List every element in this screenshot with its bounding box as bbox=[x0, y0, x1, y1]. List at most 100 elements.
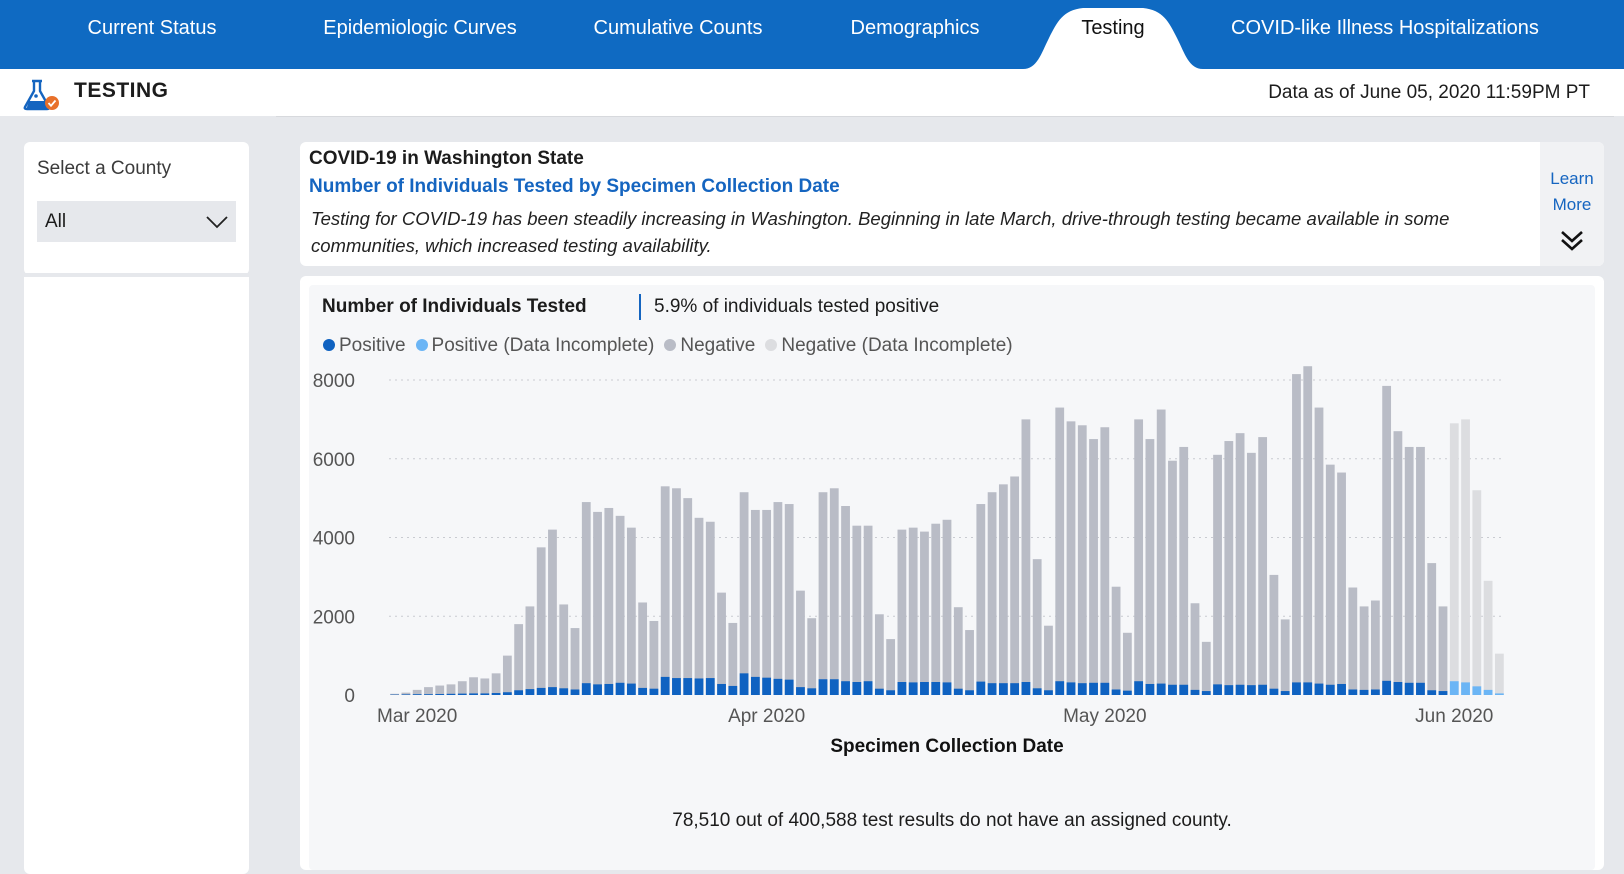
bar-negative bbox=[1224, 441, 1233, 695]
bar-positive bbox=[650, 689, 659, 695]
bar-negative bbox=[740, 492, 749, 695]
bar-negative bbox=[1472, 490, 1481, 695]
county-selected-value: All bbox=[45, 211, 66, 233]
bar-negative bbox=[424, 687, 433, 695]
bar-negative bbox=[638, 602, 647, 695]
bar-positive bbox=[1022, 682, 1031, 695]
bar-positive bbox=[1394, 682, 1403, 695]
county-select-dropdown[interactable]: All bbox=[37, 201, 236, 242]
tab-epidemiologic-curves[interactable]: Epidemiologic Curves bbox=[300, 0, 540, 58]
bar-negative bbox=[785, 504, 794, 695]
bar-positive bbox=[627, 684, 636, 695]
bar-positive bbox=[762, 678, 771, 695]
bar-positive bbox=[785, 680, 794, 695]
bar-negative bbox=[1337, 473, 1346, 695]
bar-positive bbox=[796, 687, 805, 695]
bar-negative bbox=[852, 526, 861, 695]
bar-positive bbox=[447, 694, 456, 695]
bar-positive bbox=[683, 678, 692, 695]
bar-positive bbox=[1191, 690, 1200, 695]
bar-negative bbox=[751, 510, 760, 695]
bar-negative bbox=[1416, 447, 1425, 695]
bar-positive bbox=[1044, 690, 1053, 695]
bar-negative bbox=[1191, 603, 1200, 695]
bar-negative bbox=[661, 486, 670, 695]
bar-positive bbox=[526, 689, 535, 695]
bar-positive bbox=[548, 687, 557, 695]
bar-positive bbox=[1247, 685, 1256, 695]
tab-demographics[interactable]: Demographics bbox=[820, 0, 1010, 58]
bar-positive bbox=[1371, 689, 1380, 695]
bar-negative bbox=[1010, 476, 1019, 695]
bar-negative bbox=[830, 488, 839, 695]
page-scrollbar[interactable] bbox=[1614, 116, 1624, 870]
bar-positive bbox=[1484, 690, 1493, 695]
bar-positive bbox=[886, 690, 895, 695]
bar-negative bbox=[548, 530, 557, 695]
bar-negative bbox=[1146, 439, 1155, 695]
bar-negative bbox=[435, 686, 444, 695]
bar-negative bbox=[1270, 575, 1279, 695]
bar-positive bbox=[1168, 685, 1177, 695]
bar-negative bbox=[717, 593, 726, 695]
x-tick-label: May 2020 bbox=[1063, 706, 1146, 727]
bar-negative bbox=[819, 492, 828, 695]
bar-negative bbox=[559, 604, 568, 695]
page-title: TESTING bbox=[74, 79, 169, 103]
bar-negative bbox=[1405, 447, 1414, 695]
bar-negative bbox=[650, 621, 659, 695]
bar-negative bbox=[943, 520, 952, 695]
bar-positive bbox=[954, 689, 963, 695]
bar-positive bbox=[1270, 689, 1279, 695]
bar-negative bbox=[537, 547, 546, 695]
bar-positive bbox=[559, 688, 568, 695]
bar-negative bbox=[1067, 421, 1076, 695]
bar-positive bbox=[435, 694, 444, 695]
bar-negative bbox=[841, 506, 850, 695]
bar-negative bbox=[1292, 374, 1301, 695]
bar-negative bbox=[1168, 461, 1177, 695]
top-navigation: Current Status Epidemiologic Curves Cumu… bbox=[0, 0, 1624, 72]
chart-area: Number of Individuals Tested 5.9% of ind… bbox=[309, 285, 1595, 870]
bar-positive bbox=[740, 673, 749, 695]
bar-positive bbox=[616, 683, 625, 695]
bar-negative bbox=[1439, 606, 1448, 695]
bar-positive bbox=[1055, 681, 1064, 695]
bar-negative bbox=[1213, 455, 1222, 695]
bar-negative bbox=[920, 532, 929, 695]
bar-negative bbox=[1258, 437, 1267, 695]
bar-positive bbox=[514, 690, 523, 695]
double-chevron-down-icon bbox=[1560, 230, 1584, 252]
bar-negative bbox=[988, 492, 997, 695]
bar-negative bbox=[683, 498, 692, 695]
bar-negative bbox=[999, 484, 1008, 695]
tab-current-status[interactable]: Current Status bbox=[62, 0, 242, 58]
bar-positive bbox=[492, 693, 501, 695]
bar-negative bbox=[1281, 619, 1290, 695]
bar-positive bbox=[582, 683, 591, 695]
bar-positive bbox=[1236, 685, 1245, 695]
bar-positive bbox=[706, 678, 715, 695]
bar-positive bbox=[424, 694, 433, 695]
bar-positive bbox=[774, 679, 783, 695]
tab-cumulative-counts[interactable]: Cumulative Counts bbox=[568, 0, 788, 58]
unassigned-county-footnote: 78,510 out of 400,588 test results do no… bbox=[300, 810, 1604, 832]
bar-negative bbox=[1044, 626, 1053, 695]
tab-testing[interactable]: Testing bbox=[1033, 0, 1193, 58]
bar-negative bbox=[728, 623, 737, 695]
bar-positive bbox=[1146, 684, 1155, 695]
bar-positive bbox=[1326, 685, 1335, 695]
bar-positive bbox=[413, 694, 422, 695]
bar-positive bbox=[864, 681, 873, 695]
info-description: Testing for COVID-19 has been steadily i… bbox=[311, 205, 1521, 259]
bar-positive bbox=[1348, 689, 1357, 695]
bar-negative bbox=[1461, 419, 1470, 695]
tab-covid-like-illness-hospitalizations[interactable]: COVID-like Illness Hospitalizations bbox=[1210, 0, 1560, 58]
bar-negative bbox=[762, 510, 771, 695]
bar-negative bbox=[774, 502, 783, 695]
bar-positive bbox=[1382, 681, 1391, 695]
bar-positive bbox=[1337, 684, 1346, 695]
bar-negative bbox=[627, 528, 636, 695]
